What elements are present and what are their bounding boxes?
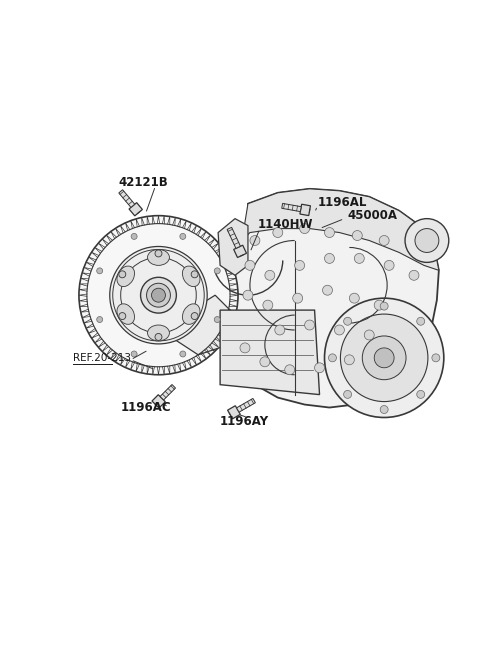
- Circle shape: [324, 228, 335, 237]
- Circle shape: [180, 351, 186, 357]
- Circle shape: [349, 293, 360, 303]
- Circle shape: [344, 318, 351, 325]
- Circle shape: [131, 351, 137, 357]
- Circle shape: [344, 355, 354, 365]
- Polygon shape: [282, 203, 301, 212]
- Polygon shape: [152, 395, 165, 408]
- Circle shape: [152, 288, 166, 302]
- Circle shape: [141, 277, 176, 313]
- Polygon shape: [218, 189, 439, 407]
- Circle shape: [263, 300, 273, 310]
- Polygon shape: [160, 384, 176, 400]
- Circle shape: [305, 320, 314, 330]
- Circle shape: [344, 390, 351, 398]
- Circle shape: [362, 336, 406, 380]
- Ellipse shape: [182, 304, 200, 324]
- Polygon shape: [175, 295, 245, 355]
- Circle shape: [180, 234, 186, 239]
- Text: 1196AL: 1196AL: [318, 196, 367, 209]
- Text: 1196AC: 1196AC: [120, 401, 171, 414]
- Polygon shape: [227, 228, 240, 249]
- Circle shape: [295, 260, 305, 270]
- Circle shape: [214, 317, 220, 323]
- Ellipse shape: [147, 325, 169, 341]
- Circle shape: [415, 228, 439, 253]
- Circle shape: [214, 268, 220, 274]
- Polygon shape: [119, 190, 135, 207]
- Circle shape: [146, 283, 170, 307]
- Circle shape: [374, 348, 394, 368]
- Circle shape: [96, 268, 103, 274]
- Circle shape: [340, 314, 428, 401]
- Polygon shape: [237, 398, 255, 412]
- Circle shape: [324, 298, 444, 417]
- Circle shape: [275, 325, 285, 335]
- Circle shape: [323, 285, 333, 295]
- Polygon shape: [234, 245, 247, 258]
- Circle shape: [79, 216, 238, 375]
- Circle shape: [352, 230, 362, 241]
- Circle shape: [96, 317, 103, 323]
- Circle shape: [245, 260, 255, 270]
- Text: 1140HW: 1140HW: [258, 218, 313, 231]
- Circle shape: [380, 302, 388, 310]
- Circle shape: [293, 293, 302, 303]
- Ellipse shape: [117, 266, 134, 287]
- Circle shape: [384, 260, 394, 270]
- Circle shape: [119, 313, 126, 319]
- Circle shape: [273, 228, 283, 237]
- Circle shape: [155, 250, 162, 257]
- Circle shape: [155, 333, 162, 340]
- Circle shape: [250, 236, 260, 245]
- Circle shape: [374, 300, 384, 310]
- Circle shape: [324, 253, 335, 263]
- Circle shape: [417, 318, 425, 325]
- Circle shape: [380, 405, 388, 413]
- Circle shape: [432, 354, 440, 362]
- Text: 45000A: 45000A: [348, 209, 397, 222]
- Circle shape: [131, 234, 137, 239]
- Circle shape: [191, 271, 198, 277]
- Circle shape: [409, 270, 419, 280]
- Circle shape: [240, 343, 250, 353]
- Circle shape: [119, 271, 126, 277]
- Circle shape: [191, 313, 198, 319]
- Circle shape: [328, 354, 336, 362]
- Ellipse shape: [117, 304, 134, 324]
- Circle shape: [265, 270, 275, 280]
- Polygon shape: [129, 203, 143, 216]
- Circle shape: [417, 390, 425, 398]
- Circle shape: [335, 325, 344, 335]
- Polygon shape: [242, 189, 439, 270]
- Circle shape: [243, 290, 253, 300]
- Circle shape: [379, 236, 389, 245]
- Circle shape: [285, 365, 295, 375]
- Circle shape: [314, 363, 324, 373]
- Polygon shape: [228, 405, 240, 419]
- Circle shape: [300, 224, 310, 234]
- Circle shape: [405, 218, 449, 262]
- Polygon shape: [220, 310, 320, 395]
- Text: REF.20-213: REF.20-213: [73, 353, 131, 363]
- Circle shape: [260, 357, 270, 367]
- Ellipse shape: [147, 249, 169, 266]
- Circle shape: [354, 253, 364, 263]
- Circle shape: [110, 247, 207, 344]
- Polygon shape: [218, 218, 248, 276]
- Polygon shape: [300, 204, 311, 216]
- Circle shape: [364, 330, 374, 340]
- Ellipse shape: [182, 266, 200, 287]
- Text: 1196AY: 1196AY: [220, 415, 269, 428]
- Text: 42121B: 42121B: [119, 176, 168, 190]
